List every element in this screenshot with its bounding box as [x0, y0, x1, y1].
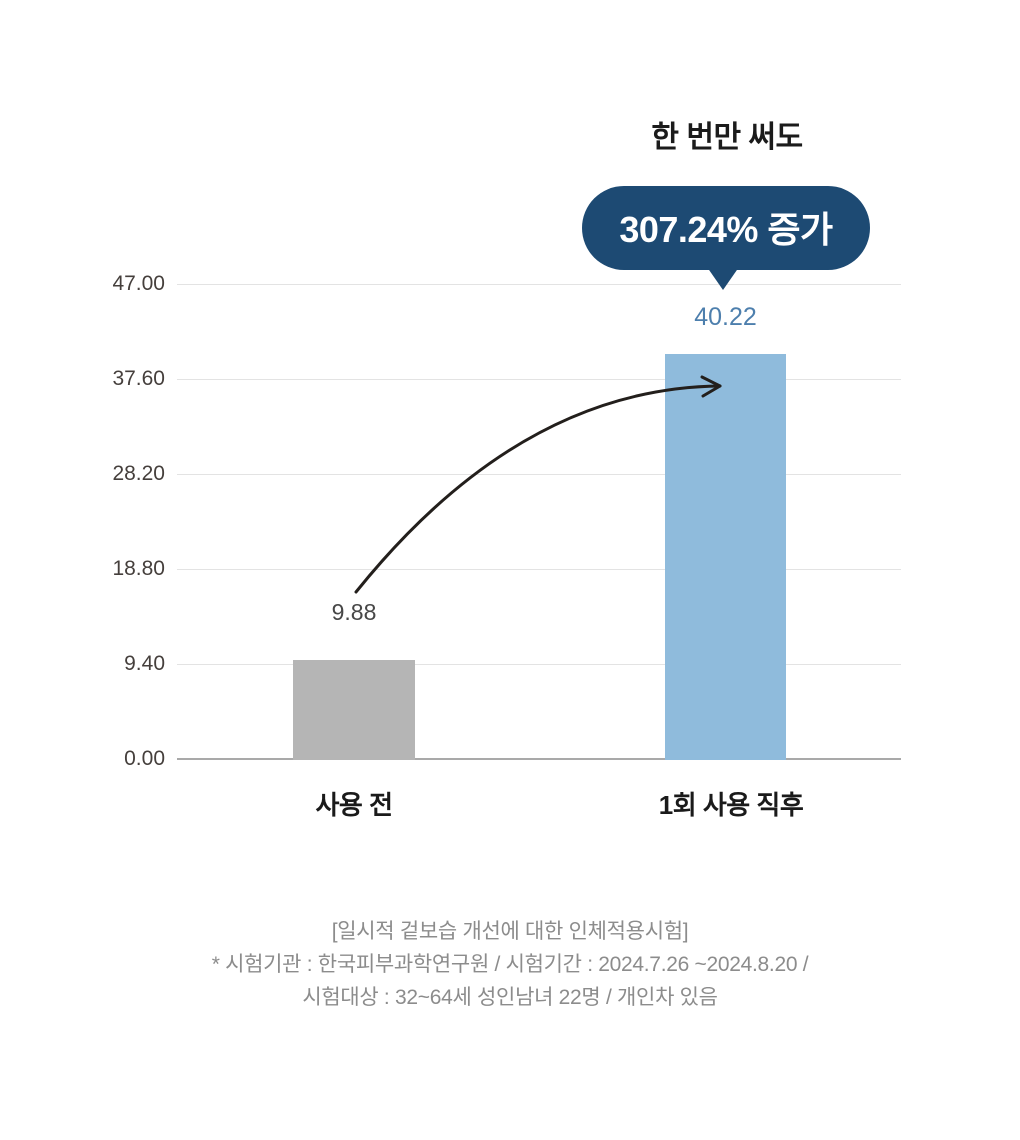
footnote-line-1: [일시적 겉보습 개선에 대한 인체적용시험]: [331, 920, 689, 943]
bar-before-use: [293, 660, 415, 760]
increase-badge: 307.24% 증가: [582, 186, 870, 290]
footnote-line-2: * 시험기관 : 한국피부과학연구원 / 시험기간 : 2024.7.26 ~2…: [211, 953, 809, 976]
increase-badge-label: 307.24% 증가: [619, 209, 833, 250]
badge-tail-icon: [707, 267, 739, 290]
footnote: [일시적 겉보습 개선에 대한 인체적용시험] * 시험기관 : 한국피부과학연…: [0, 915, 1020, 1014]
chart-title: 한 번만 써도: [651, 121, 803, 154]
y-tick-label: 28.20: [112, 462, 165, 485]
gridline: [177, 474, 901, 475]
x-axis-baseline: [177, 758, 901, 760]
bar-after-use: [665, 354, 786, 760]
gridline: [177, 569, 901, 570]
gridline: [177, 664, 901, 665]
bar-value-before: 9.88: [331, 599, 377, 625]
x-label-before-use: 사용 전: [315, 790, 393, 820]
gridline: [177, 284, 901, 285]
x-label-after-use: 1회 사용 직후: [658, 790, 804, 820]
y-tick-label: 0.00: [124, 747, 165, 770]
bar-value-after: 40.22: [694, 303, 757, 331]
y-tick-label: 47.00: [112, 272, 165, 295]
y-tick-label: 9.40: [124, 652, 165, 675]
y-tick-label: 37.60: [112, 367, 165, 390]
footnote-line-3: 시험대상 : 32~64세 성인남녀 22명 / 개인차 있음: [302, 986, 718, 1009]
gridline: [177, 379, 901, 380]
y-tick-label: 18.80: [112, 557, 165, 580]
